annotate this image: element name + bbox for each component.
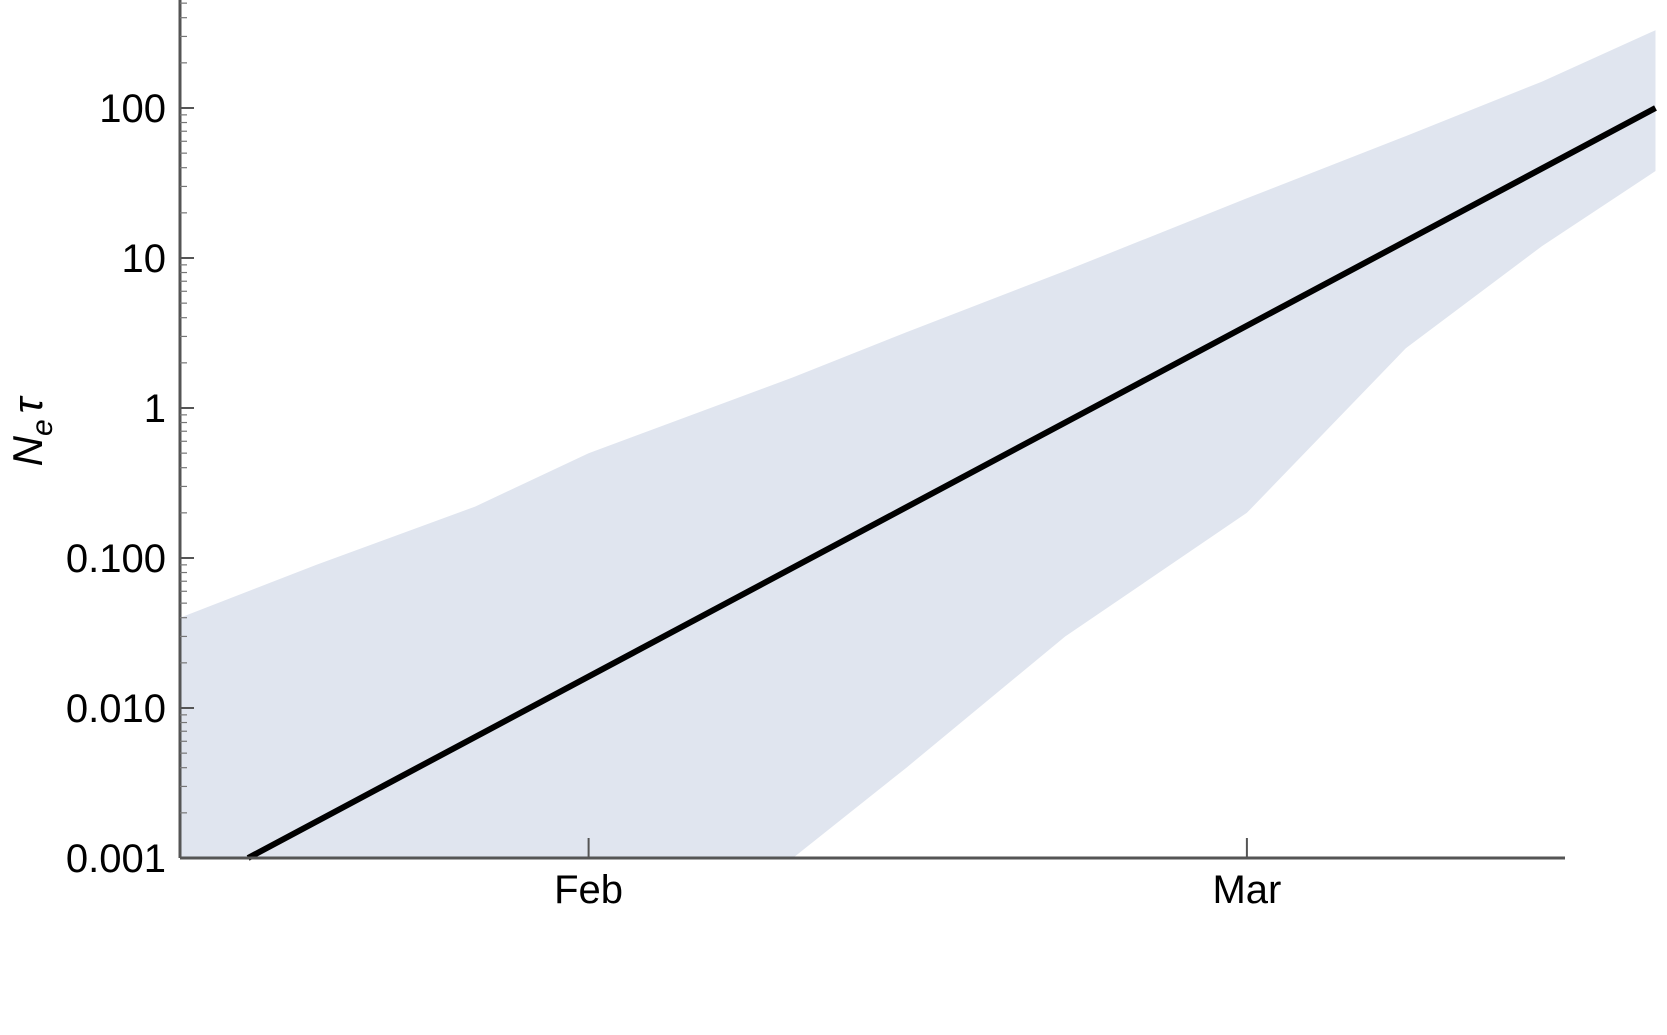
y-axis-label-main: N bbox=[4, 435, 51, 466]
x-tick-label: Feb bbox=[554, 868, 623, 912]
median-line bbox=[246, 105, 1657, 861]
median-line-layer bbox=[246, 105, 1657, 861]
y-tick-label: 10 bbox=[122, 237, 167, 281]
axes: 0.001 0.010 0.100 1 10 100 Feb Mar bbox=[66, 0, 1565, 912]
y-tick-label: 0.010 bbox=[66, 687, 166, 731]
y-axis-label: Neτ bbox=[4, 395, 59, 466]
x-tick-label: Mar bbox=[1212, 868, 1281, 912]
confidence-band-layer bbox=[180, 30, 1656, 858]
y-tick-label: 100 bbox=[99, 87, 166, 131]
y-axis-label-tail: τ bbox=[4, 395, 51, 413]
y-tick-label: 0.100 bbox=[66, 537, 166, 581]
y-tick-label: 0.001 bbox=[66, 837, 166, 881]
y-axis-label-subscript: e bbox=[26, 419, 59, 436]
confidence-band bbox=[180, 30, 1656, 858]
y-tick-label: 1 bbox=[144, 387, 166, 431]
